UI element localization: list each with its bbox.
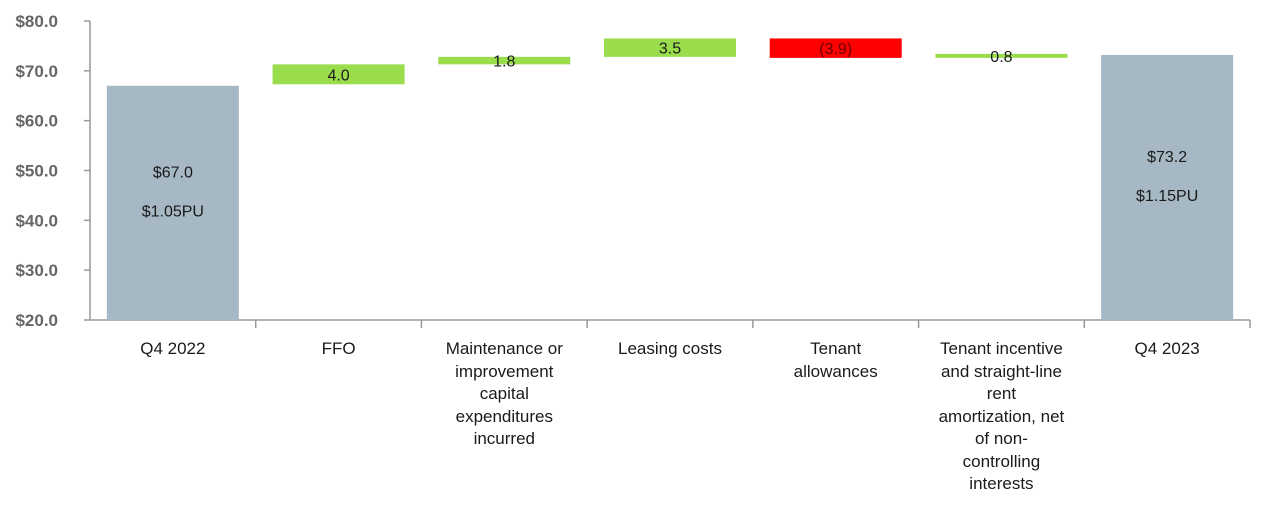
x-category-label-line: incurred xyxy=(473,429,535,448)
total-bar xyxy=(106,85,239,321)
x-category-label-line: controlling xyxy=(962,451,1041,471)
x-category-label-line: rent xyxy=(986,384,1017,403)
x-category-label-line: Maintenance or xyxy=(445,339,563,358)
x-category-label: Q4 2022 xyxy=(98,338,248,361)
increase-bar xyxy=(935,53,1068,58)
x-category-label-line: FFO xyxy=(321,339,356,358)
x-category-label-line: allowances xyxy=(793,361,878,381)
bar-value-label: 3.5 xyxy=(659,41,681,58)
bar-value-label: $73.2 xyxy=(1147,149,1187,166)
x-category-label: Leasing costs xyxy=(595,338,745,361)
decrease-bar xyxy=(769,38,902,58)
x-category-label-line: Tenant incentive xyxy=(939,339,1063,358)
x-category-label-line: Tenant xyxy=(810,339,862,358)
bar-value-label: $1.05PU xyxy=(142,203,204,220)
x-category-label-line: amortization, net xyxy=(938,406,1065,426)
y-tick-label: $40.0 xyxy=(15,211,58,230)
y-tick-label: $50.0 xyxy=(15,162,58,181)
bar-value-label: $67.0 xyxy=(153,164,193,181)
x-category-label-line: expenditures xyxy=(455,406,553,426)
increase-bar xyxy=(604,38,736,57)
x-category-label: FFO xyxy=(264,338,414,361)
bar-value-label: 4.0 xyxy=(327,67,349,84)
y-tick-label: $60.0 xyxy=(15,112,58,131)
x-category-label-line: Leasing costs xyxy=(618,339,722,358)
y-tick-label: $80.0 xyxy=(15,12,58,31)
x-category-label: Tenant incentive and straight-line rent amo… xyxy=(926,338,1076,496)
x-category-label-line: and straight-line xyxy=(940,361,1062,381)
x-category-label: Maintenance or improvement capital expendit… xyxy=(429,338,579,451)
x-category-label-line: capital xyxy=(479,384,529,403)
y-tick-label: $20.0 xyxy=(15,311,58,330)
total-bar xyxy=(1101,54,1234,321)
x-category-label: Q4 2023 xyxy=(1092,338,1242,361)
x-category-label-line: improvement xyxy=(455,361,554,381)
x-category-label-line: interests xyxy=(969,474,1034,493)
x-category-label-line: of non- xyxy=(974,429,1028,448)
bar-value-label: $1.15PU xyxy=(1136,188,1198,205)
bar-value-label: (3.9) xyxy=(819,41,852,58)
bar-value-label: 1.8 xyxy=(493,54,515,71)
y-tick-label: $70.0 xyxy=(15,62,58,81)
x-category-label-line: Q4 2023 xyxy=(1134,339,1200,358)
bar-value-label: 0.8 xyxy=(990,49,1012,66)
x-category-label: Tenant allowances xyxy=(761,338,911,383)
y-tick-label: $30.0 xyxy=(15,261,58,280)
x-category-label-line: Q4 2022 xyxy=(140,339,206,358)
increase-bar xyxy=(272,64,405,85)
increase-bar xyxy=(438,56,571,65)
